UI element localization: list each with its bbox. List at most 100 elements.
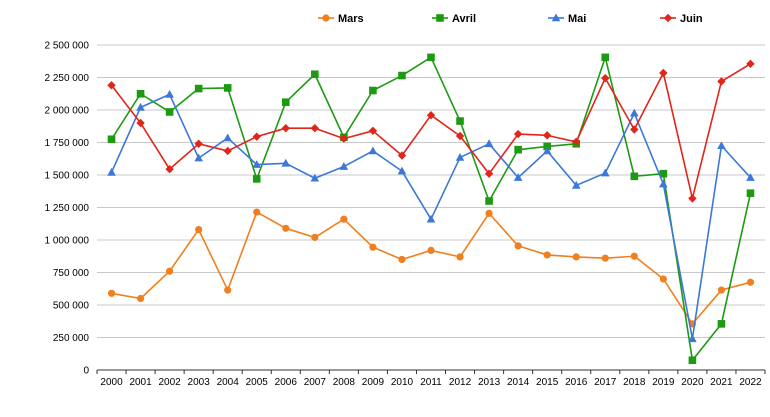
legend-label-mai: Mai (568, 13, 586, 25)
x-tick-label: 2004 (217, 377, 240, 388)
data-point-avril (252, 175, 261, 183)
y-tick-label: 250 000 (53, 333, 90, 344)
data-point-mai (194, 153, 203, 162)
data-point-mai (659, 179, 668, 188)
y-tick-label: 500 000 (53, 301, 90, 312)
legend-item-mai: Mai (548, 13, 586, 25)
data-point-juin (165, 164, 174, 174)
data-point-mai (455, 152, 465, 161)
data-point-avril (456, 117, 464, 125)
data-point-avril (601, 53, 610, 62)
x-tick-label: 2010 (391, 377, 414, 388)
x-tick-label: 2021 (710, 377, 733, 388)
data-point-juin (513, 129, 523, 139)
legend: Mars Avril Mai Juin (318, 13, 703, 25)
data-point-mars (630, 252, 638, 260)
data-point-juin (426, 111, 436, 120)
data-point-juin (542, 131, 552, 140)
data-point-mars (485, 209, 493, 217)
y-tick-label: 2 500 000 (45, 41, 90, 52)
data-point-juin (281, 124, 290, 133)
y-tick-label: 750 000 (53, 268, 90, 279)
data-point-mars (572, 253, 580, 261)
data-point-mars (601, 254, 609, 262)
data-point-avril (398, 71, 406, 80)
x-tick-label: 2016 (565, 377, 588, 388)
data-point-juin (572, 137, 581, 147)
y-axis: 0 250 000 500 000 750 000 1 000 000 1 250 000… (45, 41, 90, 377)
data-point-mai (426, 214, 436, 223)
data-point-juin (746, 59, 755, 69)
data-point-juin (252, 132, 261, 141)
data-point-mars (195, 226, 203, 234)
data-point-mars (311, 233, 319, 241)
x-tick-label: 2001 (129, 377, 152, 388)
x-tick-label: 2017 (594, 377, 617, 388)
series-line-mars (111, 211, 751, 325)
data-point-avril (165, 108, 174, 116)
data-point-mai (368, 146, 378, 155)
legend-item-avril: Avril (432, 13, 476, 25)
data-point-mars (543, 251, 551, 259)
x-tick-label: 2006 (275, 377, 298, 388)
y-tick-label: 0 (83, 366, 89, 377)
data-point-avril (514, 145, 522, 154)
legend-item-juin: Juin (660, 13, 703, 25)
data-point-juin (310, 124, 320, 133)
data-point-mai (513, 173, 523, 181)
data-point-juin (136, 118, 145, 128)
data-point-juin (223, 146, 232, 156)
data-point-avril (136, 89, 145, 98)
x-tick-label: 2013 (478, 377, 501, 388)
data-point-avril (717, 320, 726, 328)
data-point-mars (398, 255, 406, 264)
data-point-mai (630, 108, 639, 117)
series-mars (107, 208, 755, 328)
data-point-avril (485, 197, 493, 205)
data-point-mai (252, 160, 262, 168)
x-tick-label: 2002 (158, 377, 181, 388)
data-point-mars (456, 253, 464, 261)
data-point-mars (224, 286, 232, 294)
data-point-avril (427, 53, 435, 62)
legend-marker-juin (663, 13, 673, 23)
data-point-juin (455, 131, 465, 141)
data-point-mai (746, 173, 755, 181)
data-point-avril (630, 172, 639, 181)
data-point-avril (746, 189, 755, 197)
data-point-mai (165, 89, 174, 98)
legend-label-avril: Avril (452, 13, 476, 25)
data-point-juin (107, 81, 116, 90)
legend-marker-mars (322, 14, 330, 22)
y-tick-label: 1 500 000 (45, 171, 90, 182)
legend-item-mars: Mars (318, 13, 364, 25)
data-point-mai (107, 167, 116, 176)
x-tick-label: 2022 (739, 377, 762, 388)
data-point-avril (543, 142, 551, 151)
data-point-juin (659, 68, 668, 78)
y-tick-label: 2 000 000 (45, 106, 90, 117)
data-point-juin (194, 139, 203, 148)
x-tick-label: 2019 (652, 377, 675, 388)
legend-marker-avril (436, 14, 444, 22)
gridlines (97, 44, 765, 371)
x-tick-label: 2011 (420, 377, 442, 388)
data-point-juin (717, 77, 726, 86)
data-point-mars (253, 208, 261, 216)
data-point-juin (688, 194, 697, 203)
x-tick-label: 2012 (449, 377, 472, 388)
data-point-avril (194, 84, 203, 93)
data-point-mai (484, 139, 494, 148)
data-point-mars (282, 224, 290, 232)
data-point-juin (339, 134, 349, 143)
data-point-mai (688, 334, 697, 343)
data-point-juin (630, 125, 639, 134)
data-point-avril (369, 86, 377, 95)
data-point-mai (397, 166, 407, 175)
data-point-avril (107, 135, 116, 144)
series-group (107, 53, 755, 365)
legend-label-mars: Mars (338, 13, 364, 25)
series-line-juin (110, 63, 751, 200)
data-point-mars (659, 275, 667, 283)
